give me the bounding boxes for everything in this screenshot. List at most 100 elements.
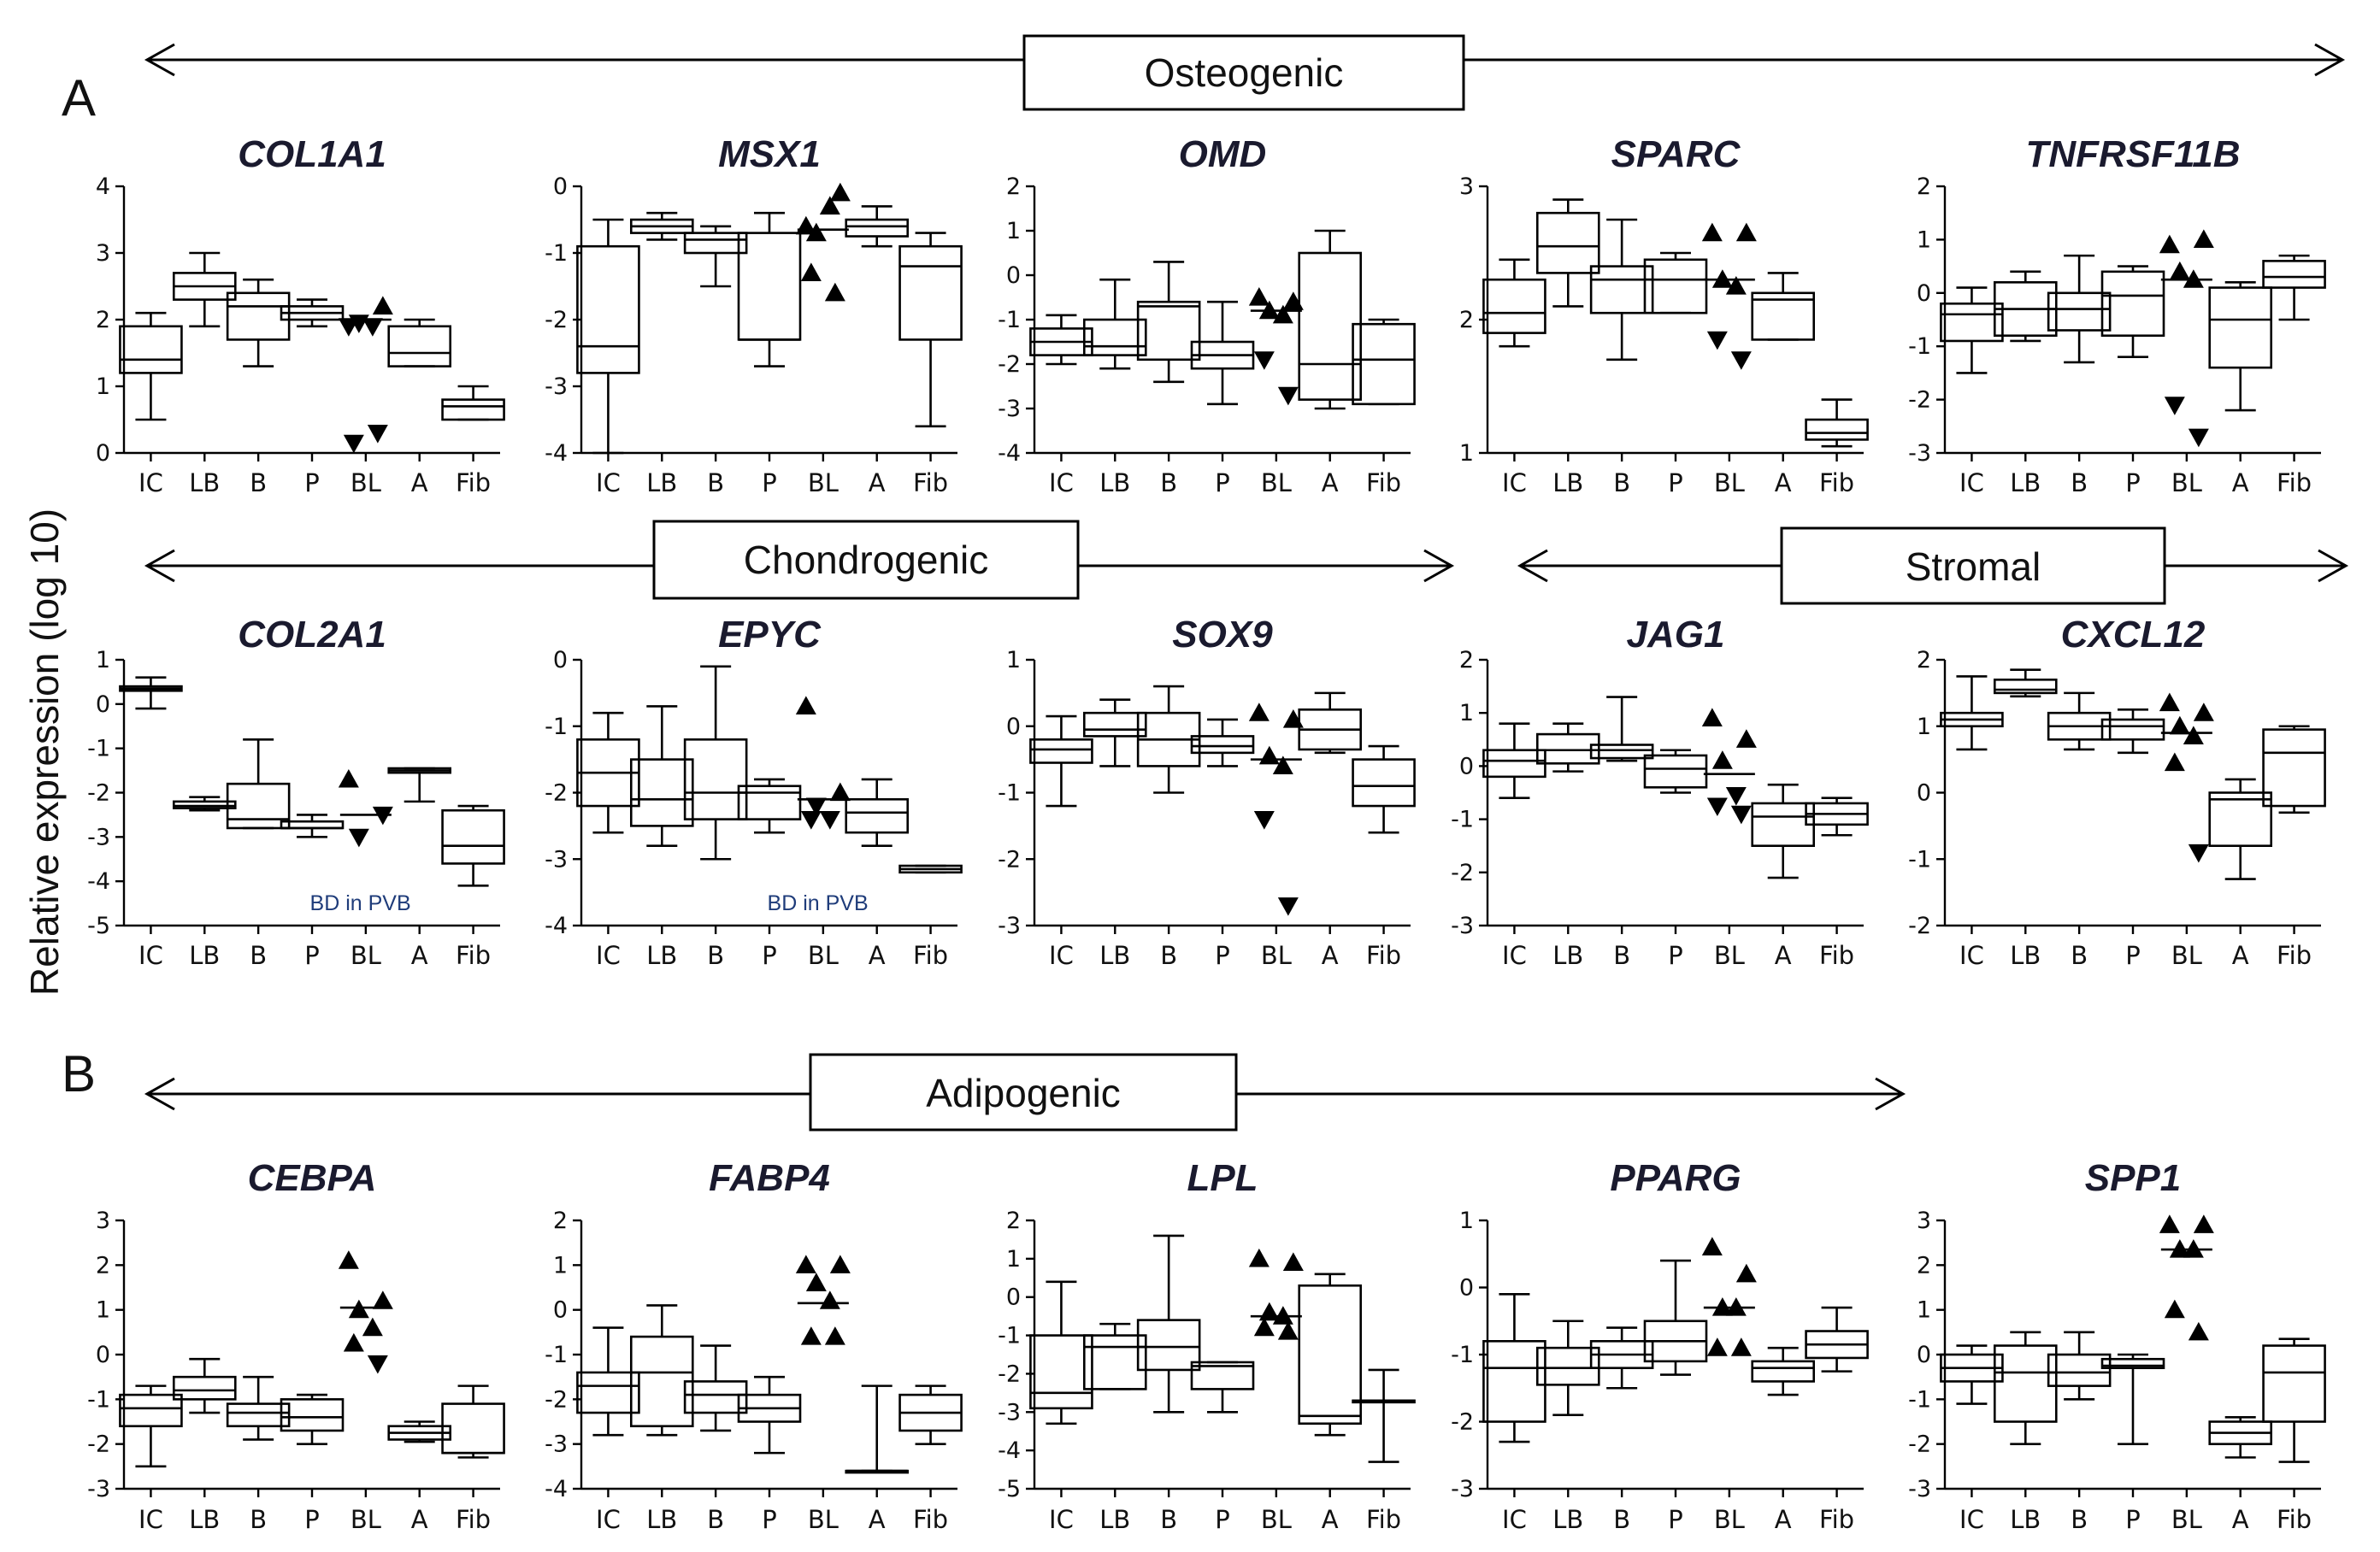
y-tick-label: -2 — [545, 307, 568, 333]
y-tick-label: 0 — [1917, 1342, 1931, 1368]
banner-chondrogenic: Chondrogenic — [144, 520, 1455, 600]
box-iqr — [2262, 728, 2326, 808]
data-point — [372, 1290, 393, 1309]
box-iqr — [1352, 322, 1416, 406]
data-point — [362, 1317, 383, 1337]
data-point — [338, 1250, 359, 1269]
y-tick-label: -3 — [545, 846, 568, 873]
data-point — [824, 282, 845, 302]
data-point — [2159, 692, 2180, 712]
box-p — [1190, 300, 1255, 406]
chart-sparc: SPARC 1 2 3 IC LB B P BL A Fib — [1459, 133, 1869, 497]
x-tick-label: BL — [1714, 468, 1745, 497]
data-point — [2159, 1214, 2180, 1233]
box-iqr — [576, 1371, 640, 1414]
data-point — [2188, 1321, 2209, 1341]
x-tick-label: LB — [189, 1505, 220, 1534]
box-iqr — [1029, 1334, 1093, 1410]
data-point — [1277, 897, 1299, 916]
box-p — [2100, 1353, 2165, 1445]
chart-note: BD in PVB — [768, 891, 869, 915]
data-point — [1282, 291, 1304, 310]
box-lb — [1082, 1322, 1147, 1390]
box-fib — [898, 1384, 963, 1445]
chart-title: SOX9 — [1172, 614, 1273, 655]
x-tick-label: IC — [596, 941, 621, 970]
chart-fabp4: FABP4 -4 -3 -2 -1 0 1 2 IC LB B P BL A Fib — [545, 1157, 963, 1534]
box-fib — [1352, 318, 1416, 406]
chart-omd: OMD -4 -3 -2 -1 0 1 2 IC LB B P BL A Fib — [998, 133, 1416, 497]
data-point — [1253, 811, 1275, 830]
y-tick-label: -1 — [998, 1323, 1021, 1349]
box-a — [387, 318, 452, 367]
box-lb — [1082, 698, 1147, 767]
box-iqr — [683, 738, 748, 820]
chart-title: PPARG — [1610, 1157, 1741, 1199]
chart-title: EPYC — [718, 614, 822, 655]
x-tick-label: B — [1613, 468, 1630, 497]
x-tick-label: LB — [2010, 468, 2041, 497]
data-point — [1725, 276, 1747, 295]
y-tick-label: -3 — [545, 1431, 568, 1458]
y-tick-label: -3 — [1451, 913, 1474, 939]
box-fib — [1805, 398, 1869, 448]
box-ic — [576, 218, 640, 455]
box-iqr — [226, 291, 291, 341]
box-ic — [1940, 675, 2004, 751]
data-point — [805, 1273, 827, 1291]
data-point — [2183, 726, 2204, 745]
data-point — [1253, 351, 1275, 370]
x-tick-label: BL — [2171, 941, 2202, 970]
data-point — [2193, 229, 2214, 248]
data-point — [1253, 1317, 1275, 1337]
y-tick-label: -2 — [1451, 1409, 1474, 1436]
box-iqr — [1082, 318, 1147, 356]
x-tick-label: LB — [189, 468, 220, 497]
box-iqr — [2047, 1353, 2112, 1387]
data-point — [1248, 1248, 1270, 1267]
y-tick-label: 1 — [1459, 1208, 1474, 1234]
data-point — [800, 262, 822, 281]
x-tick-label: P — [1215, 1505, 1230, 1534]
y-tick-label: 1 — [1459, 700, 1474, 726]
panel-label-a: A — [62, 69, 96, 126]
y-tick-label: 1 — [96, 373, 110, 400]
x-tick-label: Fib — [1366, 1505, 1401, 1534]
x-tick-label: LB — [2010, 1505, 2041, 1534]
y-tick-label: 3 — [1917, 1208, 1931, 1234]
box-fib — [1352, 744, 1416, 834]
y-tick-label: 1 — [1917, 1297, 1931, 1324]
data-point — [819, 1290, 840, 1309]
box-p — [1643, 251, 1708, 315]
x-tick-label: Fib — [2277, 468, 2312, 497]
box-iqr — [737, 232, 802, 341]
box-iqr — [1993, 679, 2058, 695]
chart-sox9: SOX9 -3 -2 -1 0 1 IC LB B P BL A Fib — [998, 614, 1416, 970]
box-p — [1643, 1259, 1708, 1376]
box-iqr — [2100, 270, 2165, 338]
box-iqr — [441, 808, 505, 865]
box-a — [1298, 229, 1363, 410]
box-iqr — [1298, 251, 1363, 401]
x-tick-label: LB — [646, 941, 677, 970]
banner-chondrogenic-label: Chondrogenic — [744, 538, 988, 582]
y-tick-label: -2 — [1908, 387, 1931, 414]
data-point — [2169, 261, 2190, 280]
box-iqr — [683, 232, 748, 255]
box-p — [737, 778, 802, 834]
x-tick-label: A — [1322, 1505, 1339, 1534]
data-point — [2164, 1299, 2185, 1319]
x-tick-label: LB — [1099, 1505, 1130, 1534]
data-point — [348, 1299, 369, 1319]
x-tick-label: Fib — [913, 468, 948, 497]
box-iqr — [1482, 1340, 1546, 1423]
y-tick-label: -4 — [545, 440, 568, 467]
y-tick-label: -2 — [545, 780, 568, 807]
box-a — [2208, 1415, 2273, 1459]
data-point — [1701, 1237, 1723, 1255]
box-iqr — [226, 1402, 291, 1428]
x-tick-label: IC — [1049, 941, 1074, 970]
x-tick-label: Fib — [1366, 941, 1401, 970]
box-lb — [1993, 668, 2058, 698]
y-tick-label: 0 — [1917, 280, 1931, 307]
